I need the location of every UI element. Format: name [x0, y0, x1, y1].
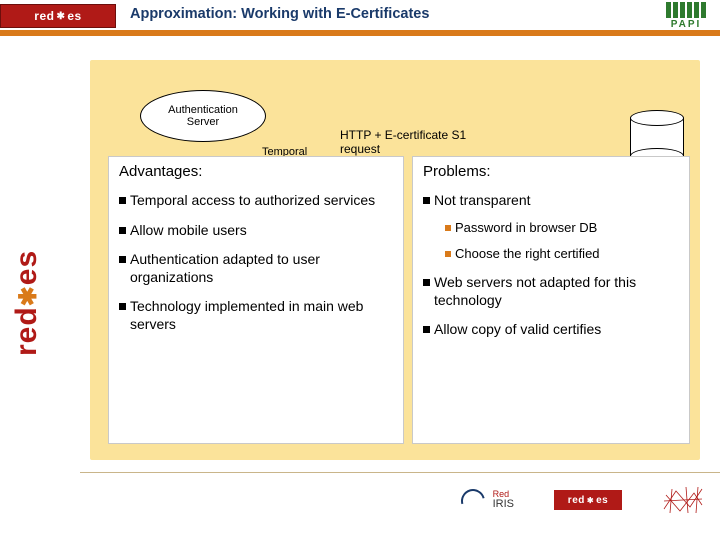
- advantage-text: Temporal access to authorized services: [130, 192, 375, 210]
- footer-brand-logo: red ✱ es: [554, 490, 622, 510]
- problem-subitem: Password in browser DB: [445, 220, 679, 236]
- bullet-icon: [119, 197, 126, 204]
- auth-line2: Server: [187, 116, 219, 128]
- advantage-text: Authentication adapted to user organizat…: [130, 251, 393, 286]
- auth-line1: Authentication: [168, 104, 238, 116]
- orange-strip: [0, 30, 720, 36]
- footer-rule: [80, 472, 720, 473]
- main-panel: Authentication Server Temporal HTTP + E-…: [90, 60, 700, 460]
- bullet-icon: [119, 227, 126, 234]
- problems-title: Problems:: [423, 163, 679, 180]
- footer-brand-text: red: [568, 495, 585, 506]
- problem-text: Allow copy of valid certifies: [434, 321, 601, 339]
- topbar: red ✱ es Approximation: Working with E-C…: [0, 0, 720, 34]
- problem-subtext: Password in browser DB: [455, 220, 597, 236]
- problem-subitem: Choose the right certified: [445, 246, 679, 262]
- advantage-item: Temporal access to authorized services: [119, 192, 393, 210]
- problem-subtext: Choose the right certified: [455, 246, 600, 262]
- http-line1: HTTP + E-certificate S1: [340, 128, 466, 142]
- iris-logo: Red IRIS: [461, 489, 514, 511]
- sub-bullet-icon: [445, 225, 451, 231]
- brand-suffix: es: [67, 9, 81, 23]
- star-icon: ✱: [54, 11, 67, 22]
- problem-item: Allow copy of valid certifies: [423, 321, 679, 339]
- advantage-text: Allow mobile users: [130, 222, 247, 240]
- advantages-box: Advantages: Temporal access to authorize…: [108, 156, 404, 444]
- star-icon: ✱: [585, 496, 596, 505]
- bullet-icon: [423, 197, 430, 204]
- vertical-brand-part1: red: [10, 306, 43, 356]
- bullet-icon: [119, 256, 126, 263]
- swirl-icon: [461, 489, 487, 511]
- star-icon: ✱: [15, 285, 42, 306]
- advantage-item: Allow mobile users: [119, 222, 393, 240]
- database-icon: [630, 110, 684, 160]
- brand-text: red: [34, 9, 54, 23]
- barcode-icon: [666, 2, 706, 18]
- problem-text: Not transparent: [434, 192, 531, 210]
- page-title: Approximation: Working with E-Certificat…: [130, 6, 429, 22]
- bullet-icon: [119, 303, 126, 310]
- brand-logo: red ✱ es: [0, 4, 116, 28]
- papi-label: PAPI: [671, 19, 702, 30]
- auth-server-node: Authentication Server: [140, 90, 266, 142]
- left-sidebar: red✱es: [0, 36, 80, 510]
- mesh-icon: [662, 485, 704, 515]
- advantage-item: Authentication adapted to user organizat…: [119, 251, 393, 286]
- problem-item: Web servers not adapted for this technol…: [423, 274, 679, 309]
- vertical-brand-part2: es: [10, 250, 43, 285]
- advantage-item: Technology implemented in main web serve…: [119, 298, 393, 333]
- advantages-title: Advantages:: [119, 163, 393, 180]
- http-label: HTTP + E-certificate S1 request: [340, 128, 466, 156]
- http-line2: request: [340, 142, 380, 156]
- problems-box: Problems: Not transparent Password in br…: [412, 156, 690, 444]
- problem-item: Not transparent: [423, 192, 679, 210]
- sub-bullet-icon: [445, 251, 451, 257]
- footer-brand-suffix: es: [596, 495, 608, 506]
- problem-text: Web servers not adapted for this technol…: [434, 274, 679, 309]
- bullet-icon: [423, 279, 430, 286]
- iris-label2: IRIS: [493, 499, 514, 510]
- footer: Red IRIS red ✱ es: [80, 470, 720, 530]
- bullet-icon: [423, 326, 430, 333]
- advantage-text: Technology implemented in main web serve…: [130, 298, 393, 333]
